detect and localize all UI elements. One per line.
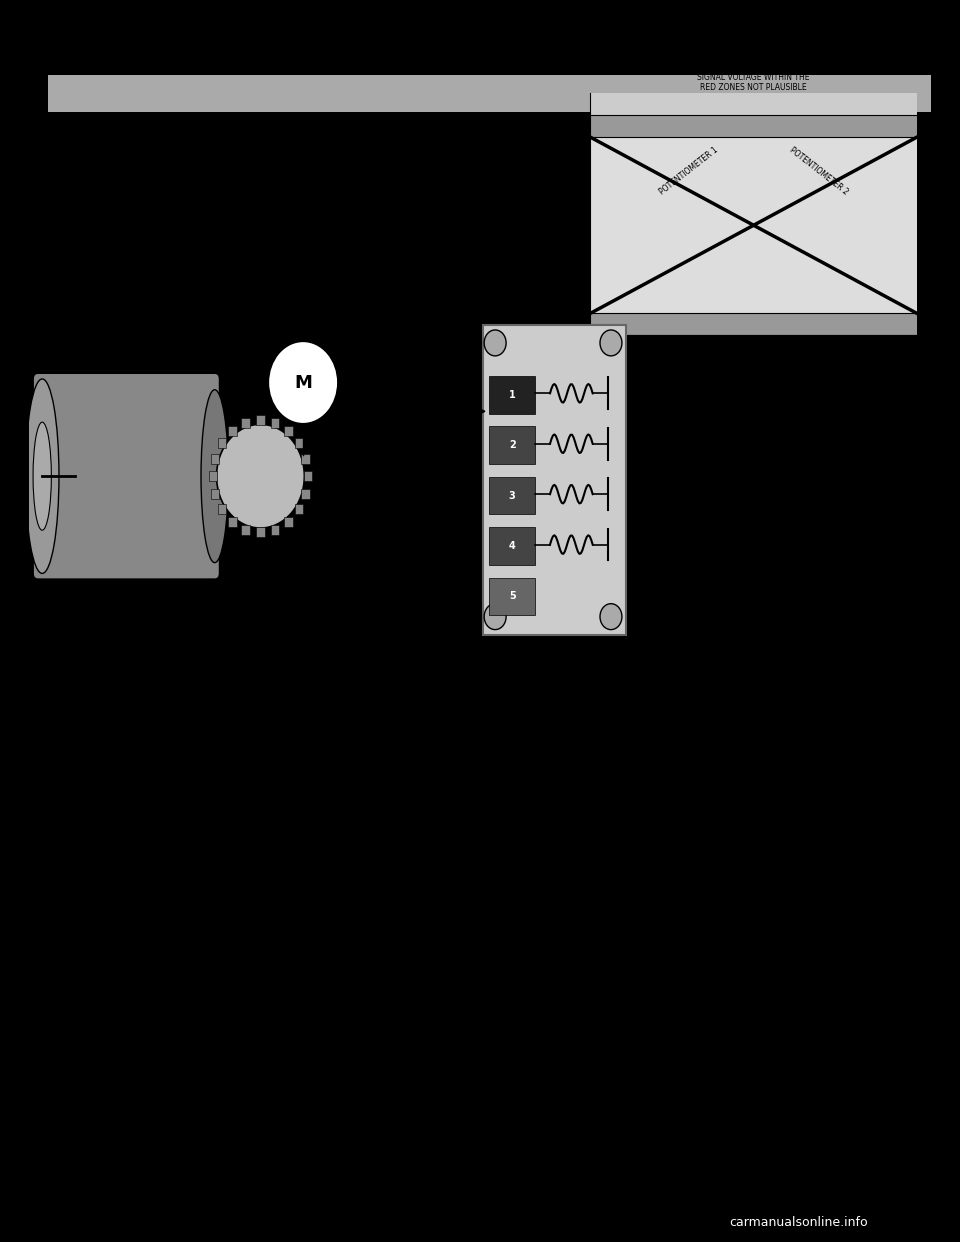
Bar bbox=[284, 426, 293, 436]
Bar bbox=[483, 325, 626, 635]
Bar bbox=[48, 75, 931, 112]
Text: The ME 7.2 uses the air mass signalling as a “virtual potentiometer” (pot 3) for: The ME 7.2 uses the air mass signalling … bbox=[158, 729, 754, 764]
Text: POTENTIOMETER 2: POTENTIOMETER 2 bbox=[788, 145, 850, 196]
Bar bbox=[256, 528, 265, 538]
Bar bbox=[489, 528, 535, 565]
Text: POT 2 SIGNAL: POT 2 SIGNAL bbox=[404, 446, 466, 456]
Text: 3: 3 bbox=[509, 491, 516, 501]
Text: carmanualsonline.info: carmanualsonline.info bbox=[730, 1216, 868, 1228]
Ellipse shape bbox=[33, 422, 51, 530]
Bar bbox=[295, 438, 303, 448]
Text: If plausibility errors are detected between Pot 1 and Pot 2, ME 7.2 will calcula: If plausibility errors are detected betw… bbox=[108, 660, 766, 714]
Bar bbox=[590, 116, 917, 137]
Circle shape bbox=[600, 330, 622, 356]
Bar bbox=[284, 517, 293, 527]
Text: Potentiometer signal 1 is the primary signal, Potentiometer sig-
nal 2 is used a: Potentiometer signal 1 is the primary si… bbox=[67, 215, 534, 270]
Text: POT POWER: POT POWER bbox=[404, 486, 458, 496]
Bar bbox=[303, 471, 312, 481]
Text: GROUND: GROUND bbox=[404, 525, 444, 535]
Text: The EDK throttle plate position is monitored by two integrated potentiometers. T: The EDK throttle plate position is monit… bbox=[67, 156, 731, 211]
Bar bbox=[218, 438, 227, 448]
Text: The EDK is continuously monitored during all phases of engine operation.  It is : The EDK is continuously monitored during… bbox=[108, 871, 746, 945]
Text: MOTOR
CONTROL: MOTOR CONTROL bbox=[327, 317, 383, 337]
Text: M: M bbox=[294, 374, 312, 391]
Text: •: • bbox=[82, 871, 92, 888]
Text: 2: 2 bbox=[509, 440, 516, 450]
Bar bbox=[242, 417, 250, 427]
Text: •: • bbox=[82, 660, 92, 677]
Text: 24: 24 bbox=[66, 1180, 85, 1195]
Bar bbox=[34, 329, 375, 631]
Text: If ME 7.2 cannot calculate a plausible conclusion from the monitored pots (1 or : If ME 7.2 cannot calculate a plausible c… bbox=[158, 786, 761, 841]
Bar bbox=[218, 504, 227, 514]
Bar bbox=[256, 415, 265, 425]
Text: If faults are detected the EDK motor is switched off and fuel injection cut off : If faults are detected the EDK motor is … bbox=[108, 970, 750, 1025]
Bar bbox=[228, 517, 237, 527]
Bar bbox=[211, 453, 220, 463]
Bar bbox=[295, 504, 303, 514]
Bar bbox=[271, 524, 279, 534]
Bar bbox=[301, 488, 310, 498]
Bar bbox=[489, 426, 535, 465]
Text: EDK THROTTLE POSITION FEEDBACK SIGNALS: EDK THROTTLE POSITION FEEDBACK SIGNALS bbox=[67, 129, 550, 149]
Circle shape bbox=[484, 330, 506, 356]
Ellipse shape bbox=[26, 379, 59, 574]
Text: 1: 1 bbox=[509, 390, 516, 400]
Bar bbox=[489, 376, 535, 414]
Text: -: - bbox=[132, 729, 137, 744]
X-axis label: THROTTLE PLATE POSITION: THROTTLE PLATE POSITION bbox=[696, 356, 811, 365]
Ellipse shape bbox=[201, 390, 228, 563]
Text: 5: 5 bbox=[509, 591, 516, 601]
Text: EDK FEEDBACK
SIGNAL MONITORING & FAILSAFE OPERATION:: EDK FEEDBACK SIGNAL MONITORING & FAILSAF… bbox=[67, 594, 483, 627]
Text: ELECTRIC THROTTLE
VALVE (EDK): ELECTRIC THROTTLE VALVE (EDK) bbox=[38, 633, 166, 655]
Bar bbox=[301, 453, 310, 463]
Circle shape bbox=[217, 425, 304, 528]
Text: POT 1 SIGNAL: POT 1 SIGNAL bbox=[404, 407, 467, 416]
FancyBboxPatch shape bbox=[33, 373, 220, 579]
Bar bbox=[228, 426, 237, 436]
Bar bbox=[211, 488, 220, 498]
Bar bbox=[590, 137, 917, 313]
Bar bbox=[489, 578, 535, 615]
Circle shape bbox=[600, 604, 622, 630]
Title: SIGNAL VOLTAGE WITHIN THE
RED ZONES NOT PLAUSIBLE: SIGNAL VOLTAGE WITHIN THE RED ZONES NOT … bbox=[697, 73, 810, 92]
Circle shape bbox=[268, 340, 339, 425]
Bar bbox=[208, 471, 217, 481]
Bar bbox=[590, 313, 917, 335]
Text: POTENTIOMETER 1: POTENTIOMETER 1 bbox=[658, 145, 719, 196]
Bar bbox=[242, 524, 250, 534]
Circle shape bbox=[484, 604, 506, 630]
Bar bbox=[271, 417, 279, 427]
Text: -: - bbox=[132, 786, 137, 801]
Text: 4: 4 bbox=[509, 542, 516, 551]
Bar bbox=[489, 477, 535, 514]
